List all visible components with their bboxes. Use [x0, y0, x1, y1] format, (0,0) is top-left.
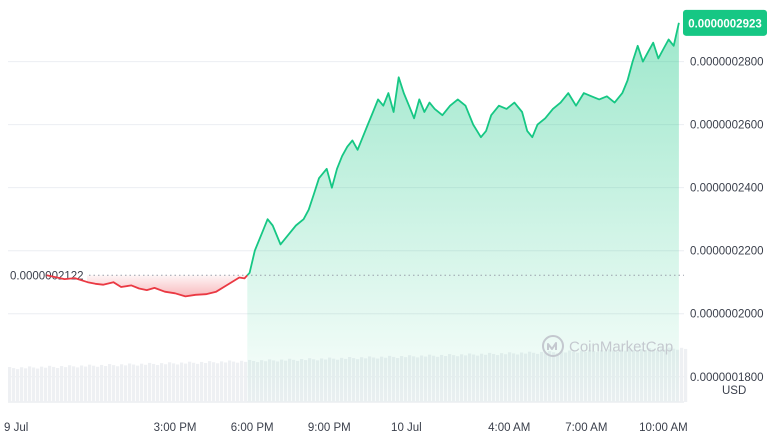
volume-bar: [152, 363, 156, 402]
x-tick-label-1: 3:00 PM: [154, 422, 197, 434]
volume-bar: [88, 364, 92, 402]
volume-bar: [232, 361, 236, 402]
volume-bar: [48, 365, 52, 402]
volume-bar: [84, 366, 88, 402]
volume-bar: [132, 364, 136, 402]
volume-bar: [24, 368, 28, 402]
watermark-text: CoinMarketCap: [569, 339, 673, 356]
volume-bar: [32, 367, 36, 402]
x-tick-label-2: 6:00 PM: [231, 422, 274, 434]
volume-bar: [28, 366, 32, 402]
volume-bar: [208, 361, 212, 402]
volume-bar: [180, 362, 184, 402]
x-tick-label-3: 9:00 PM: [308, 422, 351, 434]
volume-bar: [100, 364, 104, 402]
price-area: [46, 22, 679, 403]
area-down-segment: [46, 275, 248, 297]
y-tick-label-2: 0.0000002400: [690, 183, 764, 195]
x-tick-label-0: 9 Jul: [4, 422, 28, 434]
volume-bar: [80, 365, 84, 402]
currency-label: USD: [722, 385, 746, 397]
volume-bar: [200, 361, 204, 402]
reference-price-label: 0.0000002122: [10, 270, 84, 282]
current-price-label: 0.0000002923: [688, 18, 762, 30]
volume-bar: [140, 363, 144, 402]
volume-bar: [52, 366, 56, 402]
volume-bar: [164, 364, 168, 402]
volume-bar: [12, 368, 16, 402]
coinmarketcap-icon: [542, 335, 564, 357]
volume-bar: [684, 348, 688, 402]
volume-bar: [236, 362, 240, 402]
volume-bar: [64, 367, 68, 402]
volume-bar: [76, 367, 80, 402]
volume-bar: [20, 367, 24, 402]
volume-bar: [212, 362, 216, 402]
current-price-badge-bg: [683, 9, 767, 36]
volume-bar: [40, 366, 44, 402]
price-line-down: [46, 274, 248, 298]
volume-bar: [108, 364, 112, 402]
x-tick-label-5: 4:00 AM: [488, 422, 530, 434]
volume-bar: [44, 367, 48, 402]
y-tick-label-0: 0.0000002800: [690, 57, 764, 69]
volume-bar: [240, 360, 244, 402]
volume-bar: [156, 365, 160, 402]
watermark-logo: CoinMarketCap: [542, 335, 673, 357]
volume-bar: [120, 364, 124, 402]
volume-bar: [56, 367, 60, 402]
volume-bar: [16, 369, 20, 402]
volume-bar: [96, 366, 100, 402]
volume-bar: [204, 363, 208, 402]
volume-bar: [172, 363, 176, 402]
volume-bar: [104, 365, 108, 402]
x-tick-label-4: 10 Jul: [391, 422, 422, 434]
volume-bar: [112, 365, 116, 402]
volume-bar: [68, 365, 72, 402]
volume-bar: [36, 368, 40, 402]
volume-bar: [92, 365, 96, 402]
volume-bar: [160, 363, 164, 402]
volume-bar: [192, 362, 196, 402]
volume-bar: [60, 366, 64, 402]
volume-bar: [188, 361, 192, 402]
area-up-segment: [247, 22, 679, 403]
volume-bar: [148, 362, 152, 402]
volume-bar: [136, 365, 140, 402]
volume-bar: [244, 361, 248, 402]
volume-bar: [680, 347, 684, 402]
volume-bar: [228, 360, 232, 402]
price-line-up: [246, 22, 680, 276]
volume-bar: [124, 365, 128, 402]
y-tick-label-1: 0.0000002600: [690, 120, 764, 132]
volume-bar: [196, 363, 200, 402]
volume-bar: [216, 363, 220, 402]
volume-bar: [144, 364, 148, 402]
volume-bar: [116, 366, 120, 402]
volume-bar: [224, 362, 228, 402]
volume-bar: [72, 366, 76, 402]
volume-bar: [184, 363, 188, 402]
volume-bar: [220, 361, 224, 402]
y-tick-label-4: 0.0000002000: [690, 309, 764, 321]
y-tick-label-5: 0.0000001800: [690, 372, 764, 384]
volume-bar: [176, 364, 180, 402]
volume-bar: [168, 362, 172, 402]
current-price-badge: 0.0000002923: [683, 9, 767, 36]
y-axis-ticks: 0.0000002800 0.0000002600 0.0000002400 0.00…: [690, 57, 764, 384]
price-line-group: [46, 22, 680, 298]
volume-bar: [128, 363, 132, 402]
x-tick-label-6: 7:00 AM: [565, 422, 607, 434]
x-tick-label-7: 10:00 AM: [639, 422, 688, 434]
volume-bar: [8, 367, 12, 402]
y-tick-label-3: 0.0000002200: [690, 246, 764, 258]
x-axis-ticks: 9 Jul 3:00 PM 6:00 PM 9:00 PM 10 Jul 4:00 AM 7…: [4, 422, 688, 434]
